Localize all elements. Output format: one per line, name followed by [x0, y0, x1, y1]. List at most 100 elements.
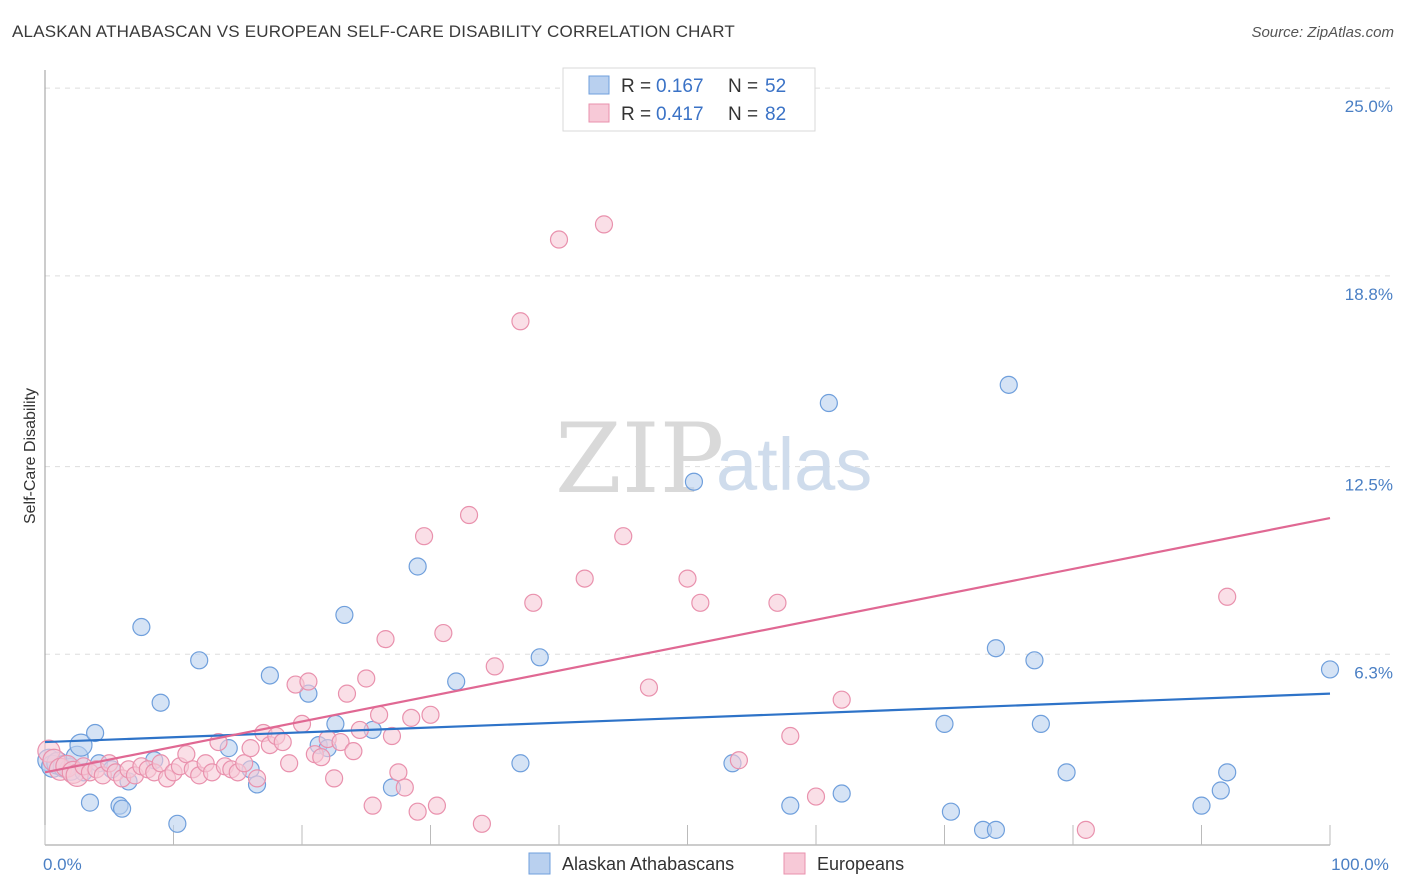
point-athabascan-45 [999, 375, 1018, 394]
point-athabascan-28 [335, 605, 354, 625]
point-european-46 [331, 732, 350, 752]
point-european-50 [357, 669, 376, 688]
point-athabascan-49 [1192, 796, 1211, 815]
point-athabascan-41 [941, 802, 961, 821]
legend-n-value-2: 82 [765, 104, 786, 125]
legend-swatch-europeans [588, 103, 610, 123]
watermark: ZIP atlas [555, 403, 872, 515]
point-european-63 [459, 505, 479, 525]
series-label-athabascan: Alaskan Athabascans [562, 854, 734, 874]
point-european-47 [337, 684, 357, 703]
point-athabascan-31 [408, 557, 427, 576]
point-athabascan-37 [781, 796, 800, 815]
point-athabascan-43 [986, 820, 1006, 839]
series-label-europeans: Europeans [817, 854, 904, 874]
legend-swatch-athabascan [588, 75, 610, 95]
point-athabascan-8 [80, 793, 100, 812]
stats-legend: R = 0.167 N = 52 R = 0.417 N = 82 [562, 67, 816, 132]
point-european-59 [414, 527, 434, 546]
point-european-79 [832, 690, 851, 709]
point-athabascan-18 [168, 814, 187, 833]
y-axis-label: Self-Care Disability [22, 388, 39, 524]
legend-r-value-2: 0.417 [656, 104, 704, 125]
point-european-40 [292, 714, 312, 734]
point-european-43 [312, 748, 331, 767]
point-european-78 [806, 787, 826, 806]
point-european-53 [376, 630, 395, 649]
point-european-52 [370, 705, 389, 724]
point-european-18 [151, 754, 170, 773]
point-european-75 [729, 751, 749, 770]
point-european-55 [389, 763, 408, 782]
point-european-70 [594, 215, 614, 234]
point-athabascan-34 [530, 648, 549, 667]
trend-line-athabascan [44, 692, 1331, 744]
point-european-56 [395, 778, 414, 797]
point-athabascan-39 [832, 784, 851, 803]
point-european-31 [235, 754, 254, 773]
tick-labels: 6.3% 12.5% 18.8% 25.0% 0.0% 100.0% [43, 97, 1393, 874]
series-swatch-europeans [783, 852, 806, 875]
trend-line-european [44, 516, 1331, 774]
point-european-57 [402, 708, 421, 727]
data-points [37, 215, 1340, 839]
point-european-81 [1218, 587, 1237, 606]
point-athabascan-19 [190, 651, 209, 670]
point-athabascan-13 [112, 799, 132, 818]
point-athabascan-46 [1025, 651, 1044, 670]
point-european-54 [382, 726, 402, 746]
point-european-58 [408, 802, 427, 821]
point-athabascan-38 [819, 393, 838, 413]
point-athabascan-35 [684, 472, 704, 491]
point-european-72 [639, 678, 659, 697]
point-european-66 [511, 312, 530, 331]
x-tick-label-0: 0.0% [43, 855, 82, 874]
point-european-41 [299, 672, 318, 691]
point-athabascan-40 [935, 714, 954, 734]
point-european-22 [177, 745, 196, 764]
y-tick-label-0: 6.3% [1354, 663, 1393, 682]
axes [44, 70, 1331, 846]
point-european-65 [485, 657, 504, 676]
watermark-atlas: atlas [716, 423, 872, 506]
point-european-68 [549, 230, 569, 249]
point-athabascan-32 [447, 672, 466, 691]
source-label: Source: ZipAtlas.com [1251, 24, 1394, 41]
y-tick-label-1: 12.5% [1345, 476, 1393, 495]
point-athabascan-47 [1031, 714, 1050, 734]
point-athabascan-23 [260, 666, 279, 685]
point-athabascan-9 [86, 723, 105, 743]
point-european-69 [575, 569, 594, 588]
point-athabascan-17 [151, 693, 170, 712]
grid [45, 87, 1390, 655]
trend-lines [44, 516, 1331, 774]
point-european-73 [678, 569, 697, 588]
point-athabascan-15 [132, 617, 151, 637]
legend-n-value-1: 52 [765, 76, 786, 97]
legend-n-label-2: N = [728, 104, 758, 125]
point-european-45 [325, 769, 344, 788]
point-athabascan-33 [511, 754, 530, 773]
point-european-51 [363, 796, 382, 815]
chart-title: ALASKAN ATHABASCAN VS EUROPEAN SELF-CARE… [12, 22, 735, 41]
legend-r-label-1: R = [621, 76, 651, 97]
watermark-zip: ZIP [555, 403, 724, 515]
point-european-62 [434, 623, 453, 643]
point-european-80 [1076, 820, 1095, 839]
point-european-37 [273, 732, 292, 752]
point-european-74 [691, 593, 710, 612]
legend-n-label-1: N = [728, 76, 758, 97]
x-tick-label-1: 100.0% [1331, 855, 1389, 874]
point-european-32 [241, 739, 260, 758]
point-european-71 [614, 527, 633, 546]
point-european-77 [781, 726, 800, 746]
point-european-33 [247, 769, 267, 788]
point-european-61 [427, 796, 447, 815]
point-european-60 [421, 705, 440, 724]
point-european-67 [524, 593, 543, 612]
point-european-38 [280, 754, 299, 773]
point-european-64 [472, 814, 491, 833]
point-athabascan-50 [1211, 781, 1230, 800]
point-athabascan-48 [1057, 763, 1076, 782]
